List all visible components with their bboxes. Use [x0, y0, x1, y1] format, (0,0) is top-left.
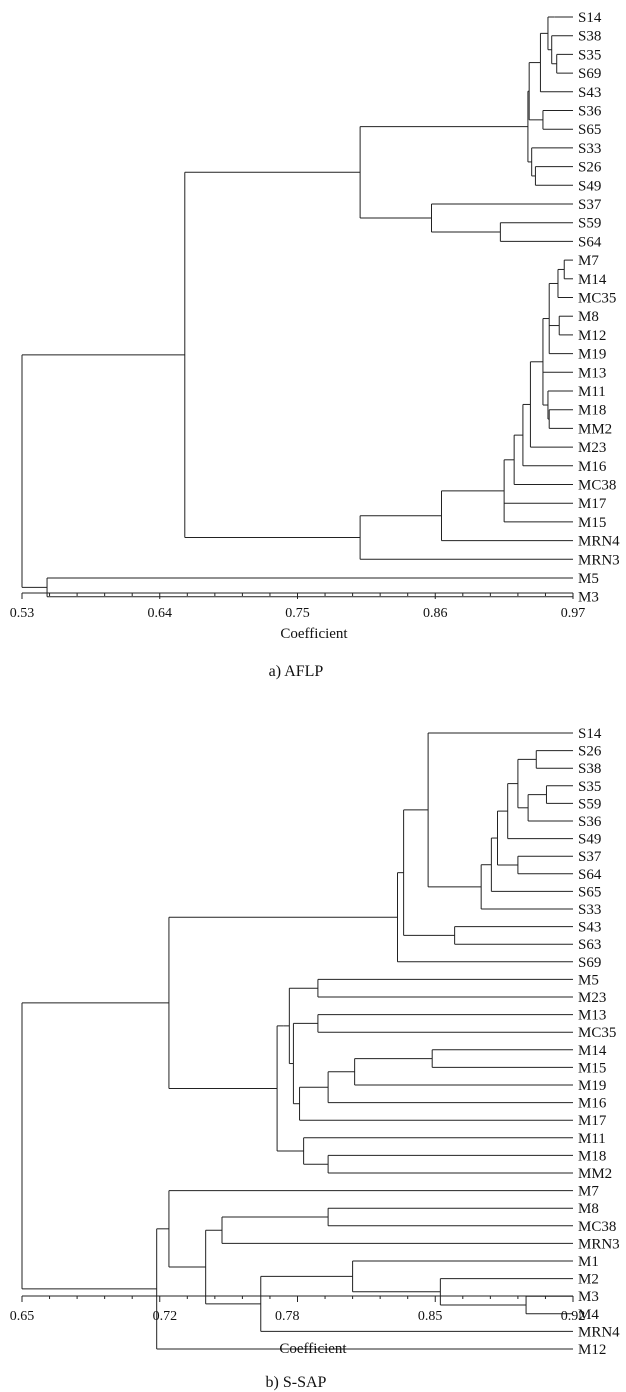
leaf-label-s38: S38 [578, 761, 601, 777]
leaf-label-m3: M3 [578, 590, 599, 606]
leaf-label-mc35: MC35 [578, 1025, 616, 1041]
leaf-label-s59: S59 [578, 216, 601, 232]
leaf-label-m19: M19 [578, 1078, 606, 1094]
axis-tick-label: 0.92 [561, 1309, 586, 1324]
leaf-label-m23: M23 [578, 990, 606, 1006]
leaf-label-s63: S63 [578, 937, 601, 953]
leaf-label-m5: M5 [578, 972, 599, 988]
axis-tick-label: 0.85 [418, 1309, 443, 1324]
aflp-dendrogram: S14 S38 S35 S69 S43 S36 S65 S33 S26 S49 S37 S59 S64 M… [10, 10, 620, 680]
leaf-label-m15: M15 [578, 1060, 606, 1076]
leaf-label-m12: M12 [578, 1342, 606, 1358]
leaf-label-s43: S43 [578, 920, 601, 936]
leaf-label-mrn4: MRN4 [578, 534, 620, 550]
leaf-label-mc35: MC35 [578, 291, 616, 307]
leaf-label-s14: S14 [578, 10, 602, 26]
leaf-label-s59: S59 [578, 796, 601, 812]
leaf-label-mm2: MM2 [578, 421, 612, 437]
leaf-label-s36: S36 [578, 814, 602, 830]
leaf-label-m15: M15 [578, 515, 606, 531]
axis-tick-label: 0.65 [10, 1309, 35, 1324]
leaf-label-s65: S65 [578, 884, 601, 900]
leaf-label-m4: M4 [578, 1307, 599, 1323]
leaf-label-mrn3: MRN3 [578, 1236, 620, 1252]
leaf-label-m23: M23 [578, 440, 606, 456]
leaf-label-s26: S26 [578, 160, 602, 176]
aflp-leaf-labels: S14 S38 S35 S69 S43 S36 S65 S33 S26 S49 S37 S59 S64 M… [578, 10, 620, 606]
leaf-label-m5: M5 [578, 571, 599, 587]
leaf-label-s33: S33 [578, 141, 601, 157]
leaf-label-mm2: MM2 [578, 1166, 612, 1182]
ssap-branches [21, 732, 573, 1350]
leaf-label-m8: M8 [578, 1201, 599, 1217]
leaf-label-m8: M8 [578, 309, 599, 325]
leaf-label-m16: M16 [578, 459, 607, 475]
leaf-label-s65: S65 [578, 122, 601, 138]
leaf-label-s64: S64 [578, 234, 602, 250]
leaf-label-s69: S69 [578, 66, 601, 82]
leaf-label-m19: M19 [578, 347, 606, 363]
leaf-label-m18: M18 [578, 1148, 606, 1164]
leaf-label-s43: S43 [578, 85, 601, 101]
leaf-label-m13: M13 [578, 1008, 606, 1024]
leaf-label-m12: M12 [578, 328, 606, 344]
leaf-label-m17: M17 [578, 1113, 607, 1129]
leaf-label-m16: M16 [578, 1096, 607, 1112]
leaf-label-mrn4: MRN4 [578, 1324, 620, 1340]
leaf-label-s49: S49 [578, 832, 601, 848]
ssap-caption: b) S-SAP [266, 1374, 327, 1391]
axis-tick-label: 0.53 [10, 606, 35, 621]
leaf-label-m3: M3 [578, 1289, 599, 1305]
leaf-label-s37: S37 [578, 197, 602, 213]
leaf-label-s14: S14 [578, 726, 602, 742]
leaf-label-m7: M7 [578, 1184, 599, 1200]
axis-tick-label: 0.86 [423, 606, 448, 621]
axis-tick-label: 0.75 [285, 606, 310, 621]
leaf-label-mc38: MC38 [578, 1219, 616, 1235]
leaf-label-m14: M14 [578, 1043, 607, 1059]
leaf-label-s26: S26 [578, 744, 602, 760]
leaf-label-mc38: MC38 [578, 478, 616, 494]
leaf-label-m18: M18 [578, 403, 606, 419]
leaf-label-s37: S37 [578, 849, 602, 865]
leaf-label-s36: S36 [578, 104, 602, 120]
leaf-label-m1: M1 [578, 1254, 599, 1270]
axis-tick-label: 0.97 [561, 606, 586, 621]
leaf-label-s33: S33 [578, 902, 601, 918]
leaf-label-s38: S38 [578, 29, 601, 45]
leaf-label-m11: M11 [578, 1131, 606, 1147]
leaf-label-m13: M13 [578, 365, 606, 381]
aflp-axis-title: Coefficient [280, 626, 348, 642]
leaf-label-m14: M14 [578, 272, 607, 288]
ssap-axis-title: Coefficient [279, 1341, 347, 1357]
leaf-label-m2: M2 [578, 1272, 599, 1288]
axis-tick-label: 0.64 [148, 606, 173, 621]
leaf-label-mrn3: MRN3 [578, 552, 620, 568]
leaf-label-s49: S49 [578, 178, 601, 194]
aflp-caption: a) AFLP [269, 663, 324, 680]
ssap-axis: 0.65 0.72 0.78 0.85 0.92 [10, 1295, 586, 1324]
leaf-label-m17: M17 [578, 496, 607, 512]
leaf-label-s35: S35 [578, 47, 601, 63]
aflp-axis: 0.53 0.64 0.75 0.86 0.97 [10, 592, 586, 621]
leaf-label-m11: M11 [578, 384, 606, 400]
axis-tick-label: 0.72 [153, 1309, 178, 1324]
leaf-label-s69: S69 [578, 955, 601, 971]
leaf-label-s64: S64 [578, 867, 602, 883]
aflp-branches [21, 16, 573, 598]
leaf-label-s35: S35 [578, 779, 601, 795]
axis-tick-label: 0.78 [275, 1309, 300, 1324]
leaf-label-m7: M7 [578, 253, 599, 269]
